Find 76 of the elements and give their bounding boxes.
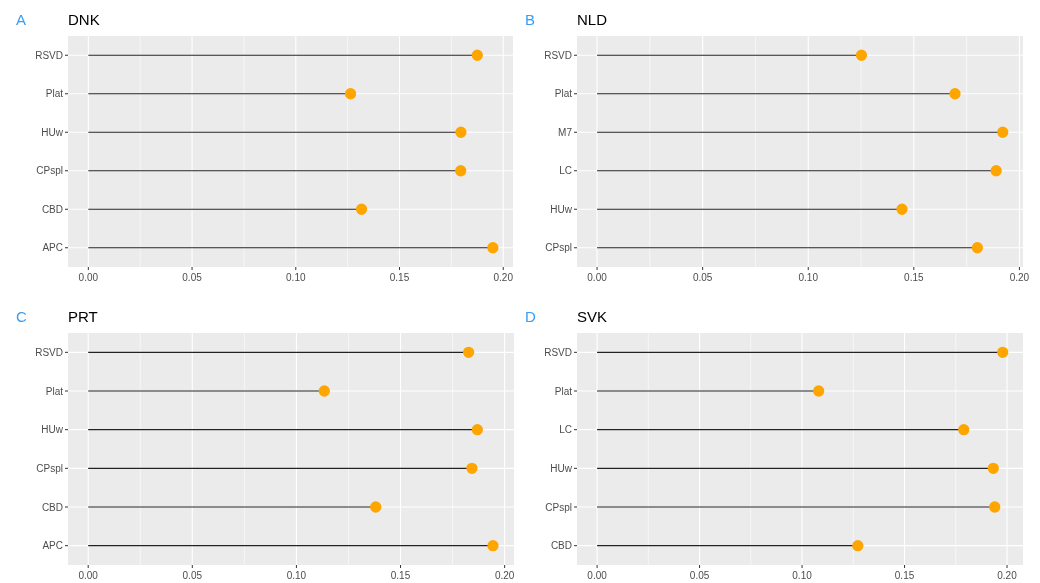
y-tick-label: Plat [554, 385, 573, 397]
y-tick-label: Plat [554, 88, 573, 100]
point [997, 346, 1009, 358]
y-tick-label: RSVD [544, 49, 572, 61]
x-tick-label: 0.00 [587, 272, 608, 283]
y-tick-label: HUw [41, 424, 64, 436]
x-tick-label: 0.10 [286, 570, 307, 581]
y-tick-label: HUw [550, 462, 573, 474]
text: D [525, 308, 536, 325]
x-tick-label: 0.15 [389, 272, 410, 283]
x-tick-label: 0.10 [798, 272, 819, 283]
y-tick-label: CPspl [36, 462, 63, 474]
point [318, 385, 330, 397]
x-tick-label: 0.15 [390, 570, 411, 581]
y-tick-label: LC [559, 165, 572, 177]
point [990, 165, 1002, 177]
y-tick-label: APC [42, 242, 63, 254]
point [355, 203, 368, 215]
chart-title: SVK [577, 308, 608, 325]
y-tick-label: CPspl [545, 501, 572, 513]
point [855, 49, 868, 61]
point [971, 242, 984, 254]
y-tick-label: CBD [41, 203, 63, 215]
y-tick-label: RSVD [35, 49, 63, 61]
text: B [525, 11, 536, 28]
point [987, 462, 999, 474]
point [344, 88, 357, 100]
chart-title: NLD [577, 11, 608, 28]
y-tick-label: LC [559, 424, 572, 436]
point [455, 165, 467, 177]
point [997, 126, 1009, 138]
x-tick-label: 0.10 [286, 272, 306, 283]
x-tick-label: 0.20 [1009, 272, 1030, 283]
point [487, 540, 499, 552]
point [466, 462, 478, 474]
x-tick-label: 0.05 [182, 570, 203, 581]
y-tick-label: HUw [41, 126, 64, 138]
x-tick-label: 0.15 [894, 570, 915, 581]
x-tick-label: 0.10 [792, 570, 813, 581]
chart-title: PRT [68, 308, 98, 325]
x-tick-label: 0.05 [182, 272, 203, 283]
y-tick-label: RSVD [35, 346, 63, 358]
point [813, 385, 825, 397]
text: C [16, 308, 27, 325]
point [896, 203, 908, 215]
point [370, 501, 382, 513]
x-tick-label: 0.20 [494, 570, 515, 581]
y-tick-label: CPspl [545, 242, 572, 254]
x-tick-label: 0.20 [997, 570, 1018, 581]
y-tick-label: RSVD [544, 346, 572, 358]
y-tick-label: Plat [45, 88, 64, 100]
y-tick-label: CBD [41, 501, 63, 513]
x-tick-label: 0.05 [692, 272, 713, 283]
y-tick-label: Plat [45, 385, 64, 397]
y-tick-label: HUw [550, 203, 573, 215]
point [949, 88, 961, 100]
point [471, 49, 483, 61]
point [487, 242, 499, 254]
point [852, 540, 864, 552]
y-tick-label: APC [42, 540, 63, 552]
point [989, 501, 1001, 513]
x-tick-label: 0.00 [587, 570, 608, 581]
chart-title: DNK [68, 11, 100, 28]
point [462, 346, 475, 358]
x-tick-label: 0.20 [493, 272, 514, 283]
text: A [16, 11, 27, 28]
y-tick-label: CPspl [36, 165, 63, 177]
point [958, 424, 970, 436]
x-tick-label: 0.05 [689, 570, 710, 581]
y-tick-label: M7 [558, 126, 573, 138]
point [455, 126, 467, 138]
y-tick-label: CBD [550, 540, 572, 552]
point [471, 424, 483, 436]
x-tick-label: 0.00 [78, 570, 99, 581]
x-tick-label: 0.15 [904, 272, 924, 283]
x-tick-label: 0.00 [78, 272, 99, 283]
